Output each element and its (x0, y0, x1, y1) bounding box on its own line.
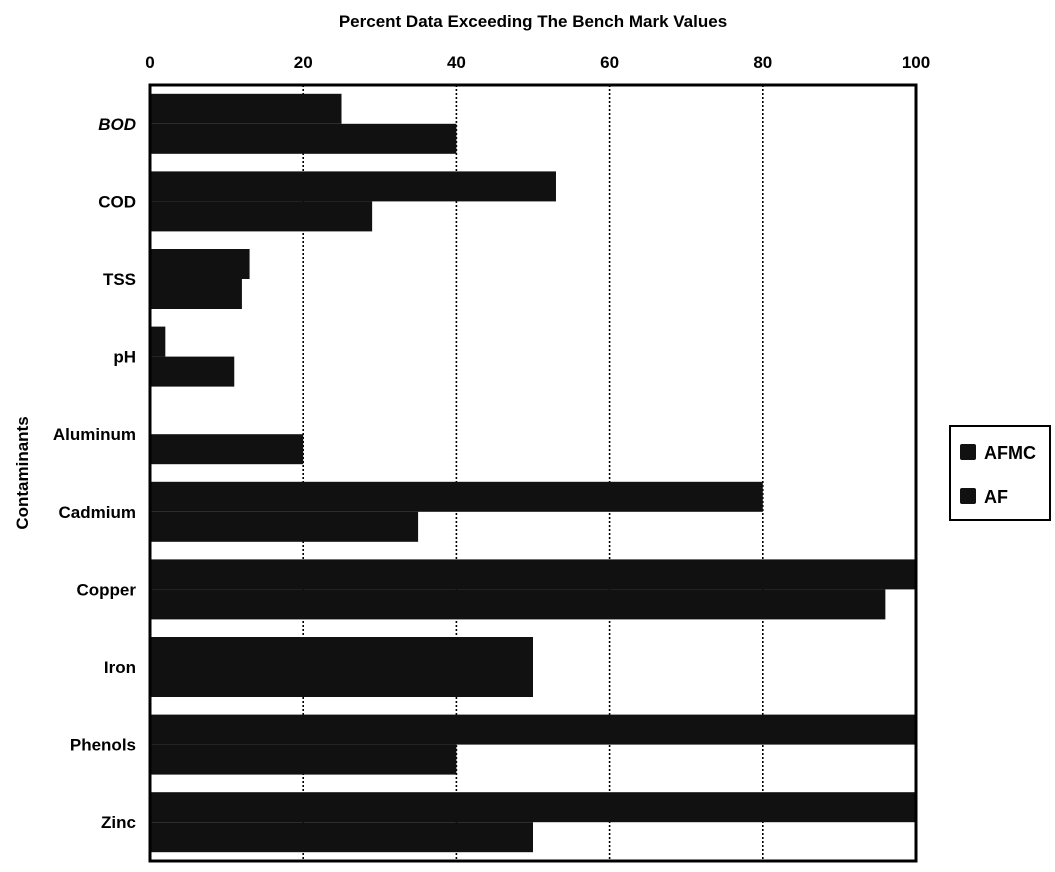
y-tick-label: Iron (104, 658, 136, 677)
legend-label-afmc: AFMC (984, 443, 1036, 463)
y-tick-label: Aluminum (53, 425, 136, 444)
bar-afmc-cod (150, 171, 556, 201)
bar-afmc-zinc (150, 792, 916, 822)
bar-afmc-iron (150, 637, 533, 667)
y-tick-labels: BOD COD TSS pH Aluminum Cadmium Copper Iron Phen… (53, 115, 136, 832)
bar-af-bod (150, 124, 456, 154)
x-tick-label: 20 (294, 53, 313, 72)
y-tick-label: COD (98, 192, 136, 211)
bars (150, 94, 916, 852)
bar-af-aluminum (150, 434, 303, 464)
bar-afmc-cadmium (150, 482, 763, 512)
bar-afmc-bod (150, 94, 342, 124)
y-tick-label: Copper (77, 580, 137, 599)
bar-af-tss (150, 279, 242, 309)
x-tick-label: 60 (600, 53, 619, 72)
y-tick-label: TSS (103, 270, 136, 289)
y-axis-label: Contaminants (13, 416, 32, 529)
legend-swatch-af (960, 488, 976, 504)
y-tick-label: Phenols (70, 736, 136, 755)
bar-afmc-phenols (150, 715, 916, 745)
x-tick-label: 40 (447, 53, 466, 72)
chart-title: Percent Data Exceeding The Bench Mark Va… (339, 12, 727, 31)
bar-af-phenols (150, 745, 456, 775)
bar-afmc-ph (150, 327, 165, 357)
y-tick-label: BOD (98, 115, 136, 134)
x-tick-labels: 0 20 40 60 80 100 (145, 53, 930, 72)
bar-af-cadmium (150, 512, 418, 542)
bar-af-cod (150, 201, 372, 231)
x-tick-label: 80 (753, 53, 772, 72)
y-tick-label: Zinc (101, 813, 136, 832)
legend: AFMC AF (950, 426, 1050, 520)
legend-swatch-afmc (960, 444, 976, 460)
bar-af-ph (150, 357, 234, 387)
y-tick-label: pH (113, 348, 136, 367)
bar-af-zinc (150, 822, 533, 852)
x-tick-label: 100 (902, 53, 930, 72)
bar-afmc-copper (150, 559, 916, 589)
bar-af-iron (150, 667, 533, 697)
bar-afmc-tss (150, 249, 250, 279)
legend-label-af: AF (984, 487, 1008, 507)
x-tick-label: 0 (145, 53, 154, 72)
bar-af-copper (150, 589, 885, 619)
y-tick-label: Cadmium (59, 503, 136, 522)
